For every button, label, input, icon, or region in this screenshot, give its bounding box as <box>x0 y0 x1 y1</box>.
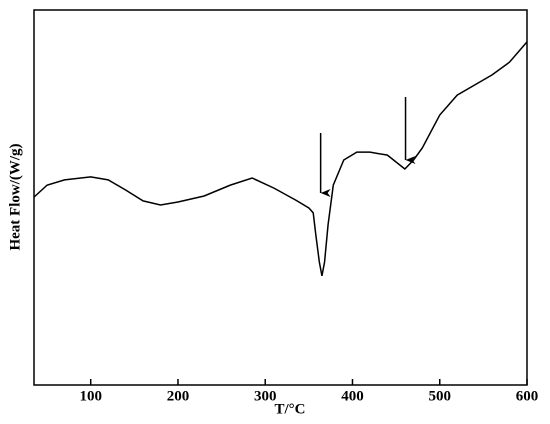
x-axis-label: T/°C <box>274 401 305 417</box>
x-tick-label: 300 <box>254 388 277 404</box>
x-tick-label: 200 <box>167 388 190 404</box>
x-tick-label: 500 <box>428 388 451 404</box>
x-tick-label: 600 <box>516 388 539 404</box>
x-tick-label: 100 <box>79 388 102 404</box>
y-axis-label: Heat Flow/(W/g) <box>7 143 23 250</box>
plot-frame <box>33 9 528 386</box>
heat-flow-curve <box>33 41 528 277</box>
x-tick-label: 400 <box>341 388 364 404</box>
